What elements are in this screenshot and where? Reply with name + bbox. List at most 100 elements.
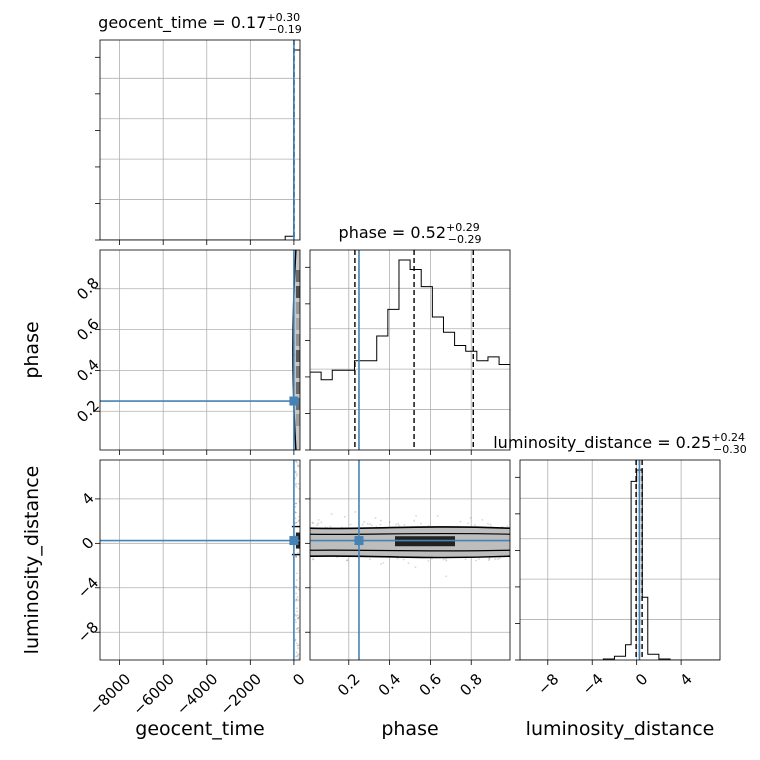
sample-point bbox=[294, 477, 297, 480]
sample-point bbox=[295, 502, 297, 505]
x-tick-label: 0.8 bbox=[456, 670, 486, 700]
y-tick-label: −8 bbox=[74, 618, 102, 646]
sample-point bbox=[494, 558, 497, 561]
hist-panel-geocent_time: geocent_time = 0.17+0.30 −0.19 bbox=[95, 11, 302, 245]
contour-line bbox=[310, 555, 510, 559]
truth-marker bbox=[289, 396, 299, 406]
sample-point bbox=[442, 558, 445, 561]
sample-point bbox=[427, 560, 430, 562]
hist-panel-luminosity_distance: −8 −4 0 4 luminosity_distance = 0.25+0.24 −0.… bbox=[493, 431, 747, 698]
truth-marker bbox=[354, 536, 364, 546]
sample-point bbox=[436, 515, 439, 517]
sample-point bbox=[473, 524, 476, 526]
sample-point bbox=[294, 471, 297, 474]
sample-point bbox=[297, 520, 300, 523]
sample-point bbox=[369, 523, 371, 526]
density-cell bbox=[295, 302, 300, 314]
sample-point bbox=[294, 460, 297, 463]
sample-point bbox=[296, 614, 299, 617]
sample-point bbox=[445, 559, 448, 562]
x-tick-label: 0.4 bbox=[375, 670, 405, 700]
sample-point bbox=[349, 523, 352, 526]
x-tick-label: −4 bbox=[579, 670, 607, 698]
sample-point bbox=[369, 558, 371, 561]
sample-point bbox=[296, 654, 299, 657]
sample-point bbox=[294, 613, 297, 616]
truth-marker bbox=[289, 536, 299, 546]
sample-point bbox=[298, 487, 300, 490]
sample-point bbox=[346, 559, 348, 562]
sample-point bbox=[506, 525, 509, 528]
density-cell bbox=[295, 318, 300, 330]
x-tick-label: 0 bbox=[632, 670, 651, 689]
density-cell bbox=[295, 334, 300, 346]
sample-point bbox=[478, 558, 480, 560]
sample-point bbox=[297, 616, 300, 619]
sample-point bbox=[420, 522, 422, 525]
sample-point bbox=[295, 485, 298, 488]
density-cell bbox=[295, 382, 300, 394]
sample-point bbox=[297, 482, 300, 485]
sample-point bbox=[295, 482, 298, 485]
sample-point bbox=[481, 518, 484, 521]
sample-point bbox=[445, 575, 448, 578]
sample-point bbox=[297, 647, 299, 650]
sample-point bbox=[413, 519, 416, 522]
x-tick-label: 0 bbox=[289, 670, 308, 689]
sample-point bbox=[295, 555, 298, 558]
sample-point bbox=[330, 513, 333, 515]
sample-point bbox=[295, 651, 298, 654]
sample-point bbox=[317, 522, 320, 525]
sample-point bbox=[488, 557, 491, 560]
sample-point bbox=[444, 557, 447, 560]
sample-point bbox=[407, 562, 410, 565]
sample-point bbox=[296, 627, 299, 630]
axes-frame bbox=[99, 249, 301, 451]
sample-point bbox=[294, 585, 297, 588]
sample-point bbox=[379, 523, 382, 526]
sample-point bbox=[382, 562, 385, 564]
sample-point bbox=[298, 588, 300, 591]
sample-point bbox=[475, 559, 477, 562]
density-cell bbox=[295, 270, 300, 282]
sample-point bbox=[294, 511, 297, 514]
sample-point bbox=[295, 621, 297, 624]
density-cell bbox=[295, 350, 300, 362]
sample-point bbox=[296, 473, 299, 475]
sample-point bbox=[316, 524, 319, 526]
sample-point bbox=[295, 607, 298, 610]
sample-point bbox=[296, 465, 299, 468]
sample-point bbox=[297, 627, 300, 629]
sample-point bbox=[295, 554, 297, 557]
contour-panel-phase-vs-luminosity_distance: 0.2 0.4 0.6 0.8 bbox=[305, 459, 511, 700]
y-tick-label: 0.2 bbox=[73, 396, 103, 426]
sample-point bbox=[294, 506, 297, 508]
axes-frame bbox=[309, 249, 511, 451]
histogram-step bbox=[520, 469, 720, 660]
sample-point bbox=[469, 516, 472, 519]
sample-point bbox=[414, 566, 417, 569]
sample-point bbox=[336, 556, 339, 559]
sample-point bbox=[312, 558, 315, 561]
sample-point bbox=[295, 502, 297, 505]
sample-point bbox=[498, 557, 501, 560]
y-tick-label: 0 bbox=[78, 534, 97, 553]
sample-point bbox=[297, 599, 300, 602]
sample-point bbox=[371, 524, 373, 527]
x-tick-label: −8000 bbox=[86, 670, 135, 719]
x-axis-label-phase: phase bbox=[381, 718, 438, 740]
sample-point bbox=[295, 628, 298, 631]
hist-panel-phase: phase = 0.52+0.29 −0.29 bbox=[305, 221, 511, 455]
sample-point bbox=[296, 610, 299, 613]
sample-point bbox=[294, 639, 297, 642]
sample-point bbox=[294, 483, 297, 486]
y-tick-label: 0.8 bbox=[73, 274, 103, 304]
sample-point bbox=[380, 563, 382, 565]
y-axis-label-luminosity_distance: luminosity_distance bbox=[21, 466, 43, 655]
density-cell bbox=[295, 366, 300, 378]
sample-point bbox=[487, 522, 489, 525]
sample-point bbox=[297, 629, 300, 632]
sample-point bbox=[297, 657, 300, 660]
sample-point bbox=[296, 551, 299, 554]
